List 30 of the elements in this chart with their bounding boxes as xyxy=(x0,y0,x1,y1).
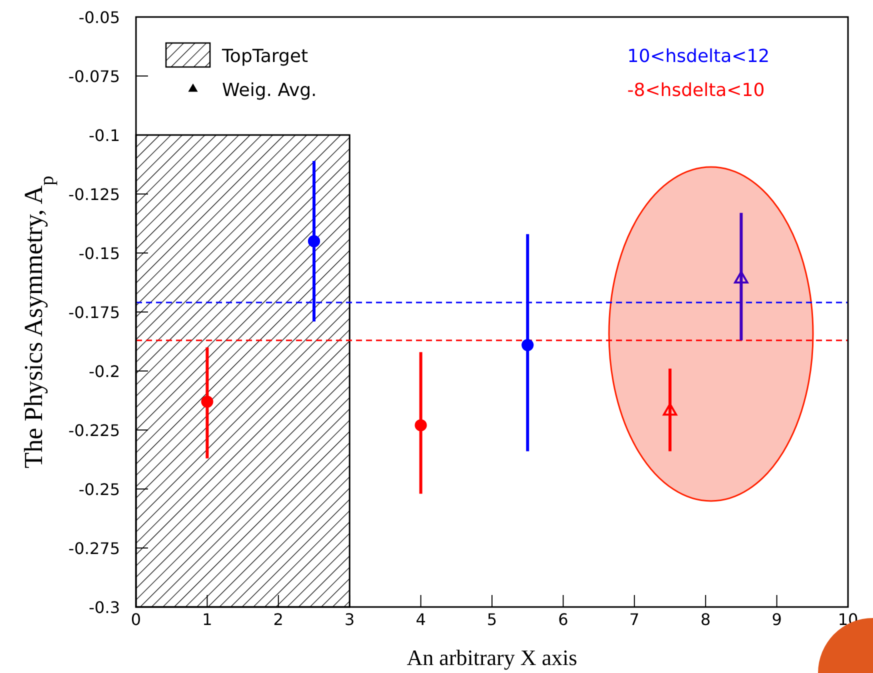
text: 10<hsdelta<12 xyxy=(627,46,770,67)
y-tick-label: -0.15 xyxy=(78,244,120,263)
y-tick-label: -0.1 xyxy=(88,126,120,145)
y-tick-label: -0.075 xyxy=(68,67,120,86)
x-tick-label: 3 xyxy=(344,610,355,629)
x-tick-label: 2 xyxy=(273,610,284,629)
y-tick-label: -0.2 xyxy=(88,362,120,381)
x-tick-label: 0 xyxy=(130,610,142,629)
y-tick-label: -0.3 xyxy=(88,598,120,617)
annotation: Weig. Avg. xyxy=(222,80,317,101)
x-tick-label: 4 xyxy=(416,610,426,629)
point xyxy=(201,396,214,408)
x-tick-label: 7 xyxy=(629,610,640,629)
y-tick-label: -0.25 xyxy=(78,480,120,499)
x-tick-label: 8 xyxy=(700,610,711,629)
y-tick-label: -0.05 xyxy=(78,8,120,27)
y-tick-label: -0.175 xyxy=(68,303,120,322)
x-axis-title: An arbitrary X axis xyxy=(406,645,578,670)
point xyxy=(522,339,534,352)
y-tick-label: -0.275 xyxy=(68,539,120,558)
x-tick-label: 6 xyxy=(558,610,568,629)
y-tick-label: -0.125 xyxy=(68,185,120,204)
x-tick-label: 1 xyxy=(202,610,212,629)
legend-label: TopTarget xyxy=(221,46,308,67)
x-tick-label: 5 xyxy=(486,610,498,629)
x-tick-label: 9 xyxy=(772,610,782,629)
y-tick-label: -0.225 xyxy=(68,421,120,440)
point xyxy=(308,235,320,248)
text: -8<hsdelta<10 xyxy=(627,80,765,101)
point xyxy=(414,419,427,432)
